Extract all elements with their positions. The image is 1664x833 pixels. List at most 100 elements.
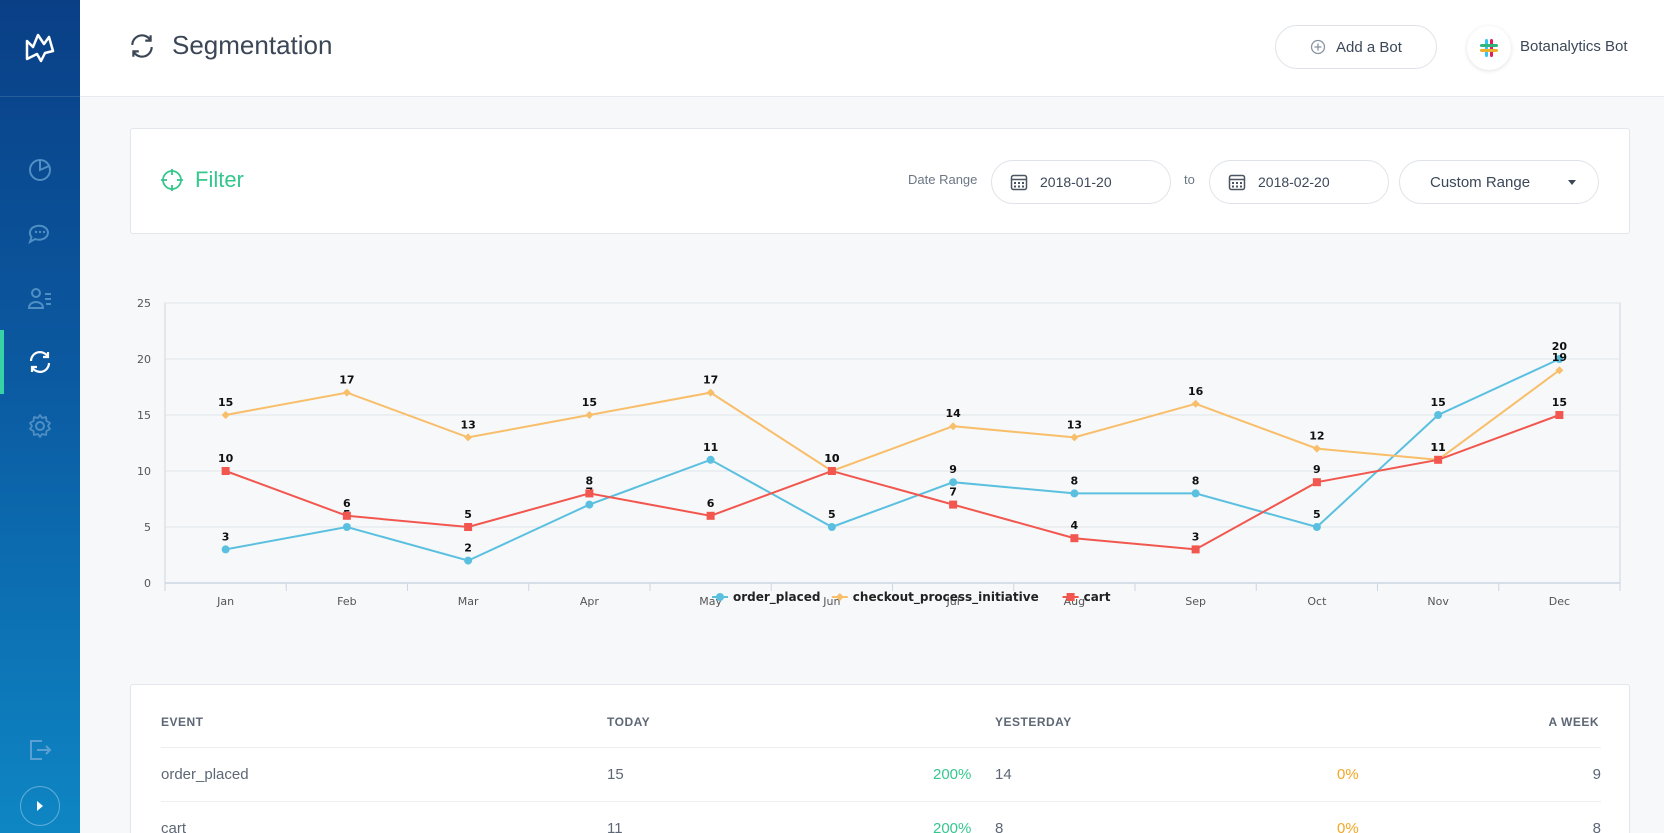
line-chart: 0 5 10 15 20 25 Jan Feb Mar Apr May Jun Jul Aug Sep Oct… <box>80 240 1664 660</box>
data-point-cart <box>949 500 958 509</box>
col-header-week: A WEEK <box>1548 715 1599 729</box>
data-label-checkout_process_initiative: 19 <box>1552 351 1567 364</box>
data-label-cart: 5 <box>464 508 472 521</box>
title-wrap: Segmentation <box>128 30 332 61</box>
data-point-checkout_process_initiative <box>1312 444 1321 453</box>
bot-avatar[interactable] <box>1467 26 1511 70</box>
sidebar-item-users[interactable] <box>0 266 80 330</box>
calendar-icon <box>1010 174 1028 191</box>
data-label-order_placed: 8 <box>1192 474 1200 487</box>
data-point-cart <box>1555 411 1564 419</box>
gear-icon <box>29 414 51 438</box>
logout-button[interactable] <box>0 720 80 780</box>
table-row[interactable]: order_placed 15 200% 14 0% 9 <box>161 747 1601 801</box>
data-point-cart <box>1434 455 1443 464</box>
sidebar-item-segmentation[interactable] <box>0 330 80 394</box>
start-date-input[interactable]: 2018-01-20 <box>991 160 1171 204</box>
data-label-order_placed: 11 <box>703 441 718 454</box>
data-label-cart: 7 <box>949 486 957 499</box>
end-date-value: 2018-02-20 <box>1258 174 1330 190</box>
data-label-order_placed: 9 <box>949 463 957 476</box>
data-point-checkout_process_initiative <box>464 433 473 442</box>
chevron-down-icon <box>1568 180 1576 185</box>
sidebar-item-settings[interactable] <box>0 394 80 458</box>
data-point-order_placed <box>221 545 230 554</box>
legend-swatch-marker <box>1066 593 1075 601</box>
filter-title-text: Filter <box>195 167 244 192</box>
x-tick-label: Feb <box>337 595 356 608</box>
data-label-order_placed: 5 <box>828 508 836 521</box>
series-line-checkout_process_initiative <box>225 369 1560 473</box>
data-point-cart <box>1070 534 1079 543</box>
x-tick-label: Jun <box>822 595 840 608</box>
data-point-order_placed <box>949 478 958 487</box>
data-point-checkout_process_initiative <box>1191 399 1200 408</box>
data-label-checkout_process_initiative: 12 <box>1309 430 1324 443</box>
x-tick-label: Jan <box>216 595 234 608</box>
add-bot-button[interactable]: Add a Bot <box>1275 25 1437 69</box>
data-point-cart <box>706 511 715 520</box>
legend-item-checkout_process_initiative: checkout_process_initiative <box>831 590 1039 605</box>
plot-area <box>164 302 1621 584</box>
events-table: EVENT TODAY YESTERDAY A WEEK order_place… <box>130 684 1630 833</box>
data-label-checkout_process_initiative: 13 <box>460 418 475 431</box>
logo[interactable] <box>0 0 80 97</box>
sidebar-item-conversations[interactable] <box>0 202 80 266</box>
logout-icon <box>30 740 52 760</box>
y-tick-label: 15 <box>137 409 151 422</box>
data-point-order_placed <box>1555 355 1564 363</box>
data-label-order_placed: 5 <box>1313 508 1321 521</box>
col-header-today: TODAY <box>607 715 651 729</box>
chart-legend: order_placed checkout_process_initiative c… <box>712 590 1111 605</box>
week-value: 8 <box>1592 820 1601 833</box>
play-icon <box>37 801 43 811</box>
data-point-checkout_process_initiative <box>1070 433 1079 442</box>
to-label: to <box>1184 172 1195 187</box>
table-row[interactable]: cart 11 200% 8 0% 8 <box>161 801 1601 833</box>
x-tick-label: Oct <box>1307 595 1327 608</box>
data-label-checkout_process_initiative: 13 <box>1067 418 1082 431</box>
x-tick-label: Dec <box>1549 595 1570 608</box>
bot-name[interactable]: Botanalytics Bot <box>1520 38 1628 55</box>
date-range-label: Date Range <box>908 172 978 187</box>
data-point-order_placed <box>1191 489 1200 498</box>
today-value: 15 <box>607 766 624 783</box>
yesterday-pct: 0% <box>1337 766 1359 783</box>
yesterday-value: 8 <box>995 820 1004 833</box>
data-point-order_placed <box>464 556 473 565</box>
pie-chart-icon <box>29 159 51 181</box>
data-label-order_placed: 8 <box>1071 474 1079 487</box>
legend-item-order_placed: order_placed <box>712 590 820 605</box>
refresh-icon <box>131 33 153 58</box>
legend-swatch-marker <box>835 593 844 601</box>
data-point-cart <box>1191 545 1200 554</box>
data-point-checkout_process_initiative <box>342 388 351 397</box>
data-point-checkout_process_initiative <box>221 411 230 419</box>
end-date-input[interactable]: 2018-02-20 <box>1209 160 1389 204</box>
start-date-value: 2018-01-20 <box>1040 174 1112 190</box>
y-tick-label: 10 <box>137 465 151 478</box>
event-name: order_placed <box>161 766 249 783</box>
header: Segmentation Add a Bot Botanalytics Bot <box>80 0 1664 97</box>
data-label-checkout_process_initiative: 17 <box>339 374 354 387</box>
refresh-icon <box>29 351 51 373</box>
series-line-cart <box>225 414 1560 551</box>
data-label-checkout_process_initiative: 15 <box>218 396 233 409</box>
expand-sidebar-button[interactable] <box>20 786 60 826</box>
data-label-checkout_process_initiative: 16 <box>1188 385 1204 398</box>
data-point-cart <box>1312 478 1321 487</box>
today-pct: 200% <box>933 766 972 783</box>
y-tick-label: 20 <box>137 353 151 366</box>
yesterday-value: 14 <box>995 766 1012 783</box>
range-select[interactable]: Custom Range <box>1399 160 1599 204</box>
data-label-cart: 11 <box>1430 441 1445 454</box>
today-pct: 200% <box>933 820 972 833</box>
data-point-cart <box>221 467 230 475</box>
sidebar-item-dashboard[interactable] <box>0 138 80 202</box>
data-label-cart: 4 <box>1071 519 1079 532</box>
calendar-icon <box>1228 174 1246 191</box>
week-value: 9 <box>1592 766 1601 783</box>
data-label-checkout_process_initiative: 17 <box>703 374 718 387</box>
event-name: cart <box>161 820 187 833</box>
